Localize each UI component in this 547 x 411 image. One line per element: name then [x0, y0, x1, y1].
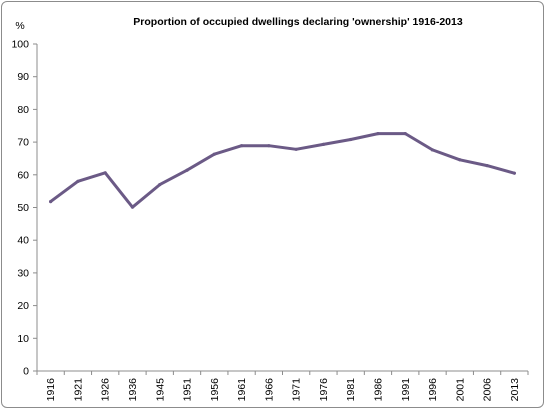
x-axis: 1916 1921 1926 1936 1945 1951 1956 1961 1966 1971… [36, 370, 529, 402]
series-layer [49, 131, 516, 209]
data-point [103, 171, 107, 175]
x-tick-label: 1921 [72, 378, 84, 402]
x-tick-label: 1951 [182, 378, 194, 402]
x-tick-label: 1996 [427, 378, 439, 402]
x-tick-label: 1991 [400, 378, 412, 402]
data-point [49, 200, 53, 204]
x-tick-label: 1945 [154, 378, 166, 402]
data-point [294, 147, 298, 151]
data-point [349, 137, 353, 142]
data-point [403, 131, 407, 136]
y-tick-label: 0 [23, 366, 29, 378]
y-tick-label: 10 [17, 333, 29, 345]
y-tick-label: 30 [17, 267, 29, 279]
y-tick-label: 90 [17, 71, 29, 83]
y-tick-label: 60 [17, 169, 29, 181]
y-tick-label: 70 [17, 137, 29, 149]
data-point [458, 158, 462, 162]
x-tick-label: 1956 [209, 378, 221, 402]
x-tick-label: 1936 [127, 378, 139, 402]
x-tick-label: 2013 [509, 378, 521, 402]
data-point [485, 164, 489, 168]
y-tick-label: 80 [17, 104, 29, 116]
data-point [512, 171, 516, 175]
x-tick-label: 1961 [236, 378, 248, 402]
y-tick-label: 40 [17, 235, 29, 247]
x-tick-label: 1916 [45, 378, 57, 402]
y-axis: 0 10 20 30 40 50 60 70 80 90 100 [11, 39, 38, 378]
x-tick-label: 1966 [263, 378, 275, 402]
x-tick-label: 1976 [318, 378, 330, 402]
y-tick-label: 20 [17, 300, 29, 312]
data-point [321, 142, 326, 146]
x-tick-label: 1926 [100, 378, 112, 402]
series-line [49, 132, 516, 209]
x-tick-label: 1986 [372, 378, 384, 402]
chart-title: Proportion of occupied dwellings declari… [133, 16, 463, 28]
x-tick-label: 1981 [345, 378, 357, 402]
data-point [212, 152, 216, 156]
data-point [376, 131, 380, 136]
y-tick-label: 100 [11, 39, 29, 51]
x-tick-label: 1971 [291, 378, 303, 402]
data-point [130, 205, 135, 209]
x-tick-label: 2006 [482, 378, 494, 402]
data-point [239, 144, 244, 148]
data-point [185, 168, 189, 172]
x-tick-label: 2001 [454, 378, 466, 402]
y-tick-label: 50 [17, 202, 29, 214]
data-point [76, 179, 80, 183]
data-point [158, 183, 162, 187]
y-axis-label: % [15, 20, 24, 32]
data-point [430, 148, 435, 152]
data-point [267, 144, 271, 148]
